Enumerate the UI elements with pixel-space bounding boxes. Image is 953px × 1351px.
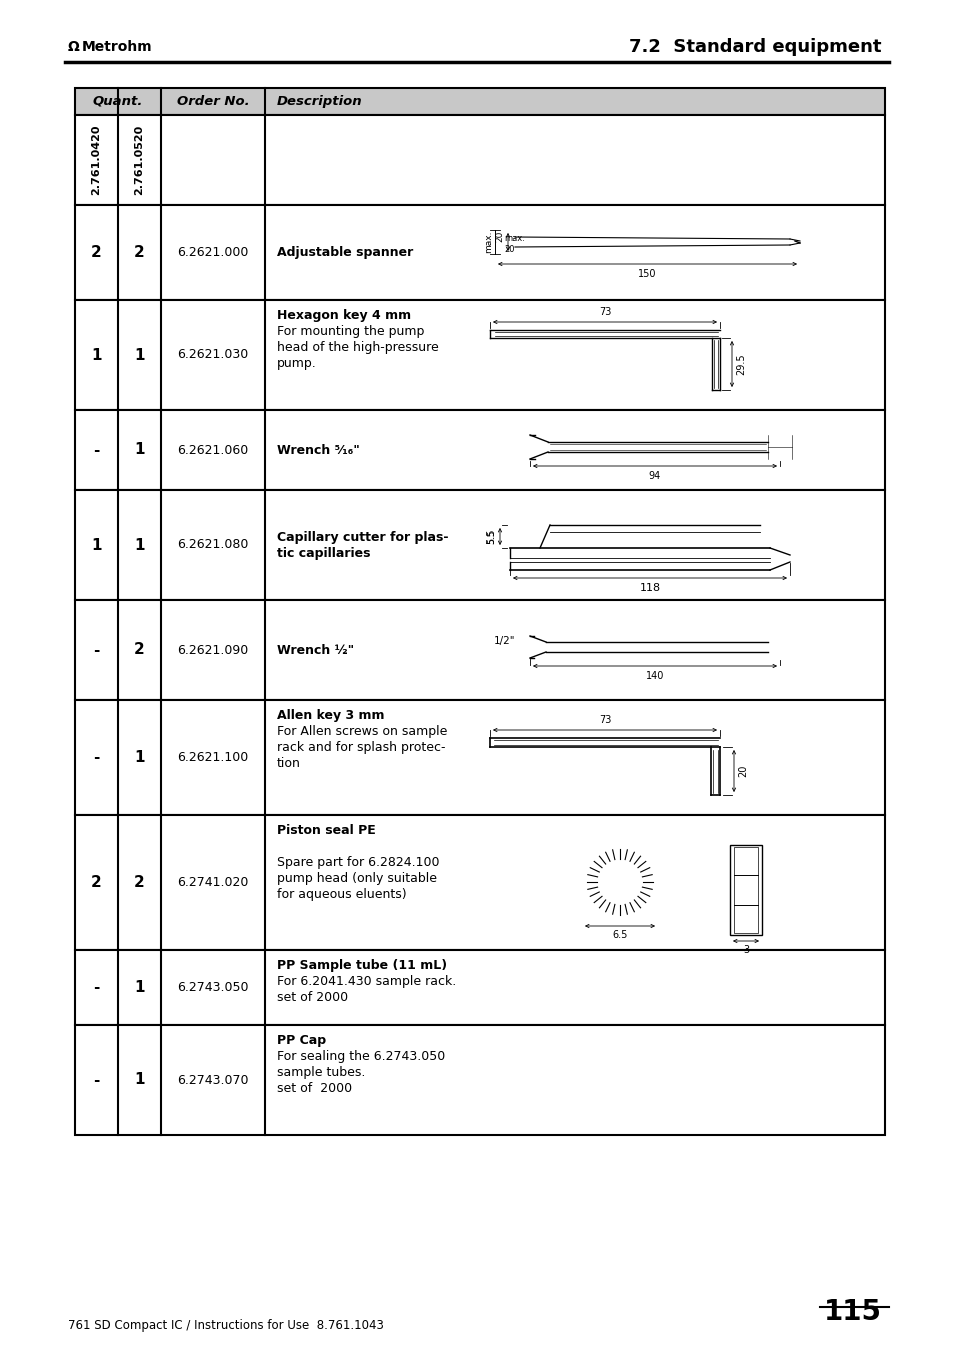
Text: 5.5: 5.5 — [485, 528, 496, 544]
Bar — [75, 600, 884, 700]
Text: Metrohm: Metrohm — [82, 41, 152, 54]
Text: For 6.2041.430 sample rack.
set of 2000: For 6.2041.430 sample rack. set of 2000 — [276, 975, 456, 1004]
Bar — [75, 205, 884, 300]
Bar — [75, 1025, 884, 1135]
Bar — [733, 847, 758, 934]
Text: 2: 2 — [134, 245, 145, 259]
Text: 6.2621.080: 6.2621.080 — [177, 539, 249, 551]
Text: For Allen screws on sample
rack and for splash protec-
tion: For Allen screws on sample rack and for … — [276, 725, 447, 770]
Text: 2: 2 — [91, 245, 102, 259]
Bar — [75, 409, 884, 490]
Text: 6.2741.020: 6.2741.020 — [177, 875, 249, 889]
Bar — [75, 88, 884, 115]
Text: 29.5: 29.5 — [735, 353, 745, 374]
Text: -: - — [93, 1073, 99, 1088]
Text: 140: 140 — [645, 671, 663, 681]
Text: Wrench ⁵⁄₁₆": Wrench ⁵⁄₁₆" — [276, 443, 359, 457]
Text: Ω: Ω — [68, 41, 80, 54]
Text: 6.2621.090: 6.2621.090 — [177, 643, 249, 657]
Text: PP Sample tube (11 mL): PP Sample tube (11 mL) — [276, 959, 447, 971]
Text: Spare part for 6.2824.100
pump head (only suitable
for aqueous eluents): Spare part for 6.2824.100 pump head (onl… — [276, 840, 439, 901]
Text: 1/2": 1/2" — [493, 636, 515, 646]
Text: 6.2621.060: 6.2621.060 — [177, 443, 249, 457]
Text: 2: 2 — [134, 643, 145, 658]
Text: 1: 1 — [91, 538, 102, 553]
Text: 20: 20 — [738, 765, 747, 777]
Bar — [75, 490, 884, 600]
Text: Allen key 3 mm: Allen key 3 mm — [276, 709, 384, 721]
Bar — [75, 600, 884, 700]
Text: Description: Description — [276, 95, 362, 108]
Text: 1: 1 — [134, 979, 145, 994]
Text: 6.2743.050: 6.2743.050 — [177, 981, 249, 994]
Text: Piston seal PE: Piston seal PE — [276, 824, 375, 838]
Text: 1: 1 — [134, 443, 145, 458]
Text: max.
20: max. 20 — [503, 234, 524, 254]
Bar — [75, 700, 884, 815]
Bar — [75, 815, 884, 950]
Text: 150: 150 — [638, 269, 656, 280]
Text: max.
20: max. 20 — [484, 231, 503, 253]
Bar — [75, 490, 884, 600]
Text: 115: 115 — [823, 1298, 882, 1325]
Text: Hexagon key 4 mm: Hexagon key 4 mm — [276, 309, 411, 322]
Bar — [75, 115, 884, 205]
Text: Quant.: Quant. — [92, 95, 143, 108]
Bar — [75, 300, 884, 409]
Text: 7.2  Standard equipment: 7.2 Standard equipment — [629, 38, 882, 55]
Bar — [75, 409, 884, 490]
Text: -: - — [93, 750, 99, 765]
Text: 6.2621.030: 6.2621.030 — [177, 349, 249, 362]
Bar — [75, 950, 884, 1025]
Bar — [75, 1025, 884, 1135]
Text: 1: 1 — [134, 347, 145, 362]
Text: 1: 1 — [91, 347, 102, 362]
Text: 1: 1 — [134, 538, 145, 553]
Text: 5.5: 5.5 — [486, 530, 496, 543]
Bar — [75, 700, 884, 815]
Text: For mounting the pump
head of the high-pressure
pump.: For mounting the pump head of the high-p… — [276, 326, 438, 370]
Text: 118: 118 — [639, 584, 659, 593]
Bar — [729, 844, 761, 935]
Bar — [75, 88, 884, 115]
Text: 2: 2 — [134, 875, 145, 890]
Text: 1: 1 — [134, 750, 145, 765]
Text: -: - — [93, 443, 99, 458]
Text: 2.761.0420: 2.761.0420 — [91, 124, 101, 196]
Text: Order No.: Order No. — [176, 95, 249, 108]
Text: 6.2743.070: 6.2743.070 — [177, 1074, 249, 1086]
Bar — [75, 300, 884, 409]
Text: -: - — [93, 979, 99, 994]
Text: 73: 73 — [598, 715, 611, 725]
Text: 1: 1 — [134, 1073, 145, 1088]
Text: 6.2621.100: 6.2621.100 — [177, 751, 249, 765]
Text: For sealing the 6.2743.050
sample tubes.
set of  2000: For sealing the 6.2743.050 sample tubes.… — [276, 1050, 445, 1096]
Text: 2: 2 — [91, 875, 102, 890]
Text: 6.5: 6.5 — [612, 929, 627, 940]
Bar — [75, 115, 884, 205]
Text: 73: 73 — [598, 307, 611, 317]
Bar — [75, 205, 884, 300]
Text: 2.761.0520: 2.761.0520 — [134, 124, 144, 195]
Text: 94: 94 — [648, 471, 660, 481]
Bar — [75, 950, 884, 1025]
Text: Adjustable spanner: Adjustable spanner — [276, 246, 413, 259]
Text: 761 SD Compact IC / Instructions for Use  8.761.1043: 761 SD Compact IC / Instructions for Use… — [68, 1319, 383, 1332]
Bar — [75, 815, 884, 950]
Text: PP Cap: PP Cap — [276, 1034, 326, 1047]
Text: Wrench ½": Wrench ½" — [276, 643, 354, 657]
Text: -: - — [93, 643, 99, 658]
Text: 6.2621.000: 6.2621.000 — [177, 246, 249, 259]
Text: Capillary cutter for plas-
tic capillaries: Capillary cutter for plas- tic capillari… — [276, 531, 448, 559]
Text: 3: 3 — [742, 944, 748, 955]
